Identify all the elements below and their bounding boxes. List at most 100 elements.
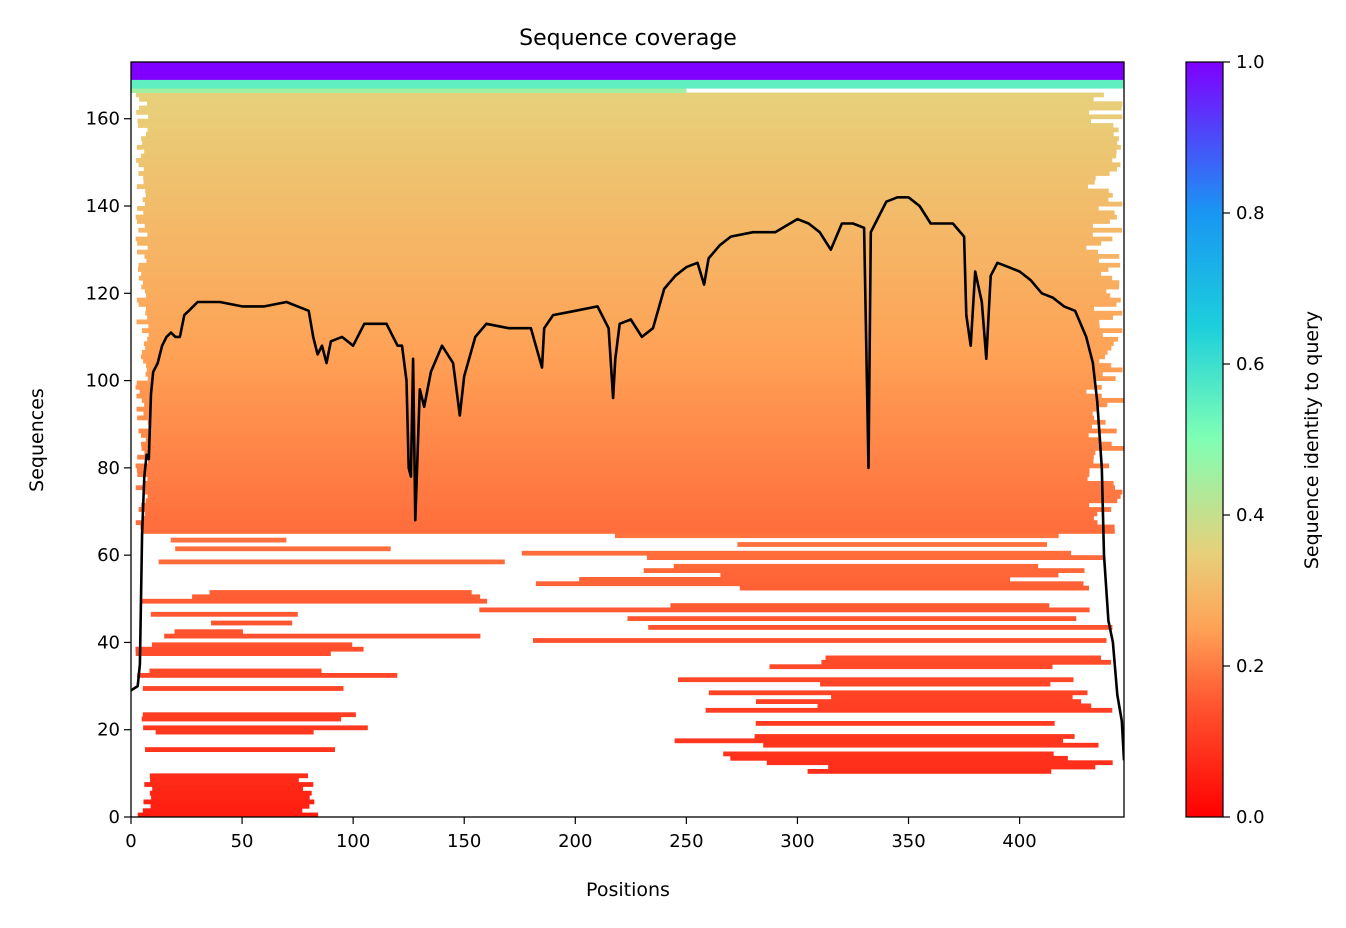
y-tick-label: 20	[97, 720, 120, 741]
alignment-row	[144, 288, 1107, 294]
alignment-row	[131, 88, 687, 93]
x-tick-label: 300	[780, 831, 814, 852]
alignment-row	[148, 114, 1123, 120]
alignment-row	[170, 537, 287, 543]
alignment-row	[152, 786, 303, 792]
alignment-row	[138, 428, 1117, 434]
alignment-row	[674, 738, 1064, 744]
alignment-row	[142, 140, 1118, 146]
alignment-row	[138, 507, 1112, 512]
alignment-row	[766, 760, 1113, 766]
alignment-row	[754, 734, 1075, 739]
alignment-row	[137, 240, 1102, 246]
alignment-row	[648, 625, 1113, 630]
x-axis-label: Positions	[586, 879, 670, 901]
alignment-row	[825, 655, 1101, 661]
alignment-row	[131, 66, 1124, 72]
alignment-row	[150, 777, 299, 783]
alignment-row	[147, 476, 1088, 482]
alignment-row	[143, 166, 1117, 172]
alignment-row	[755, 721, 1055, 726]
alignment-row	[164, 633, 481, 639]
alignment-row	[137, 118, 1091, 124]
y-tick-label: 140	[86, 196, 120, 217]
alignment-row	[147, 315, 1113, 320]
y-tick-label: 100	[86, 371, 120, 392]
alignment-row	[131, 62, 1124, 67]
alignment-row	[136, 158, 1113, 163]
alignment-row	[820, 681, 1051, 687]
alignment-row	[148, 332, 1103, 338]
alignment-row	[131, 83, 1124, 89]
colorbar-tick-label: 0.0	[1236, 807, 1265, 828]
alignment-row	[137, 472, 1090, 477]
alignment-row	[739, 585, 1089, 591]
alignment-row	[140, 153, 1117, 159]
alignment-row	[145, 498, 1118, 504]
alignment-row	[137, 249, 1098, 255]
alignment-row	[138, 262, 1121, 268]
alignment-row	[174, 629, 243, 635]
alignment-row	[828, 764, 1096, 770]
colorbar-tick-label: 0.2	[1236, 656, 1265, 677]
alignment-row	[144, 782, 314, 787]
alignment-row	[136, 380, 1096, 386]
alignment-row	[149, 668, 322, 674]
alignment-row	[136, 110, 1090, 115]
x-tick-label: 200	[558, 831, 592, 852]
alignment-row	[614, 533, 1059, 539]
alignment-row	[145, 371, 1103, 377]
alignment-row	[155, 729, 314, 735]
x-tick-label: 50	[231, 831, 254, 852]
x-tick-label: 0	[125, 831, 136, 852]
alignment-row	[143, 358, 1100, 364]
alignment-row	[143, 799, 315, 805]
alignment-row	[142, 686, 344, 691]
alignment-row	[143, 411, 1093, 416]
y-axis-label: Sequences	[26, 388, 48, 492]
alignment-row	[135, 384, 1102, 390]
alignment-row	[135, 92, 1104, 98]
x-axis: 0 50 100 150 200 250 300 350 400	[125, 817, 1037, 852]
alignment-row	[175, 546, 391, 552]
alignment-row	[135, 646, 364, 652]
alignment-row	[145, 188, 1109, 194]
alignment-row	[141, 446, 1124, 451]
alignment-row	[139, 96, 1094, 102]
coverage-line-group	[131, 196, 1124, 761]
alignment-row	[705, 707, 1113, 713]
alignment-row	[148, 459, 1094, 464]
alignment-row	[141, 441, 1112, 447]
alignment-row	[151, 795, 310, 800]
alignment-row	[135, 463, 1110, 469]
alignment-row	[723, 751, 1054, 757]
y-tick-label: 0	[109, 807, 120, 828]
colorbar-axis: 0.0 0.2 0.4 0.6 0.8 1.0	[1223, 52, 1265, 828]
alignment-row	[143, 725, 368, 731]
plot-frame	[130, 61, 1125, 818]
alignment-row	[150, 803, 310, 809]
x-tick-label: 350	[891, 831, 925, 852]
chart-title: Sequence coverage	[519, 26, 737, 51]
alignment-row	[147, 494, 1121, 499]
alignment-row	[142, 808, 303, 814]
alignment-row	[145, 511, 1098, 517]
alignment-row	[137, 454, 1094, 460]
alignment-row	[670, 603, 1050, 608]
alignment-row	[147, 419, 1106, 425]
alignment-row	[146, 367, 1123, 373]
alignment-row	[141, 398, 1124, 403]
alignment-row	[137, 267, 1109, 272]
alignment-row	[138, 123, 1114, 128]
colorbar-frame	[1185, 61, 1224, 818]
alignment-row	[138, 171, 1110, 176]
alignment-row	[135, 236, 1113, 242]
alignment-row	[817, 703, 1092, 709]
alignment-row	[142, 515, 1094, 521]
alignment-row	[147, 336, 1119, 342]
colorbar-tick-label: 0.8	[1236, 203, 1265, 224]
x-tick-label: 400	[1002, 831, 1036, 852]
alignment-row	[144, 402, 1108, 408]
